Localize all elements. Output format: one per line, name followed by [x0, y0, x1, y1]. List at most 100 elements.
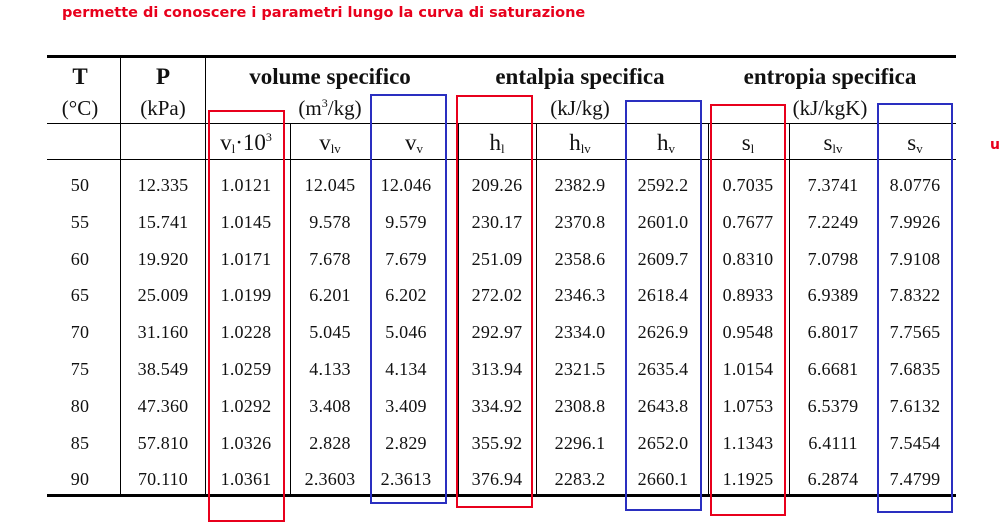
cell-hl: 376.94 — [471, 469, 523, 490]
cell-vlv: 3.408 — [309, 395, 351, 416]
cell-p: 19.920 — [137, 248, 189, 269]
cell-hl: 313.94 — [471, 359, 523, 379]
cell-vl: 1.0326 — [220, 432, 272, 453]
highlight-box-vv — [370, 94, 447, 504]
cell-sl: 0.7035 — [722, 175, 774, 195]
cell-hv: 2601.0 — [637, 211, 689, 232]
cell-sv: 7.8322 — [889, 285, 941, 306]
cell-hl: 292.97 — [471, 322, 523, 343]
symbol-rule — [47, 159, 956, 160]
symbol-sl: sl — [741, 130, 755, 156]
cell-hv: 2652.0 — [637, 432, 689, 453]
cell-sl: 1.0753 — [722, 395, 774, 416]
highlight-box-hl — [456, 95, 533, 508]
cell-sl: 1.1925 — [722, 469, 774, 490]
cell-vl: 1.0145 — [220, 211, 272, 232]
highlight-box-hv — [625, 100, 702, 511]
cell-hv: 2660.1 — [637, 469, 689, 490]
header-t: T — [72, 64, 88, 89]
cell-vv: 7.679 — [385, 248, 427, 269]
cell-t: 65 — [70, 285, 90, 306]
clipped-letter: u — [990, 137, 1000, 153]
cell-sv: 7.6132 — [889, 395, 941, 416]
cell-vl: 1.0292 — [220, 395, 272, 416]
unit-entropia: (kJ/kgK) — [792, 96, 868, 120]
header-entropia: entropia specifica — [743, 64, 917, 89]
cell-hlv: 2382.9 — [554, 175, 606, 195]
cell-hlv: 2283.2 — [554, 469, 606, 490]
symbol-slv: slv — [823, 130, 843, 156]
cell-hv: 2592.2 — [637, 175, 689, 195]
cell-sv: 7.9108 — [889, 248, 941, 269]
header-rule — [47, 123, 956, 124]
cell-vv: 6.202 — [385, 285, 427, 306]
cell-hlv: 2334.0 — [554, 322, 606, 343]
cell-sv: 7.6835 — [889, 359, 941, 379]
cell-sv: 7.7565 — [889, 322, 941, 343]
symbol-hv: hv — [657, 130, 675, 156]
cell-slv: 6.5379 — [807, 395, 859, 416]
col-sep-vl-vlv — [290, 124, 291, 494]
cell-vlv: 5.045 — [309, 322, 351, 343]
cell-hlv: 2370.8 — [554, 211, 606, 232]
cell-vv: 2.829 — [385, 432, 427, 453]
cell-sl: 0.9548 — [722, 322, 774, 343]
cell-p: 15.741 — [137, 211, 189, 232]
cell-p: 70.110 — [137, 469, 189, 490]
cell-t: 80 — [70, 395, 90, 416]
cell-vlv: 7.678 — [309, 248, 351, 269]
highlight-box-vl — [208, 110, 285, 522]
cell-hv: 2609.7 — [637, 248, 689, 269]
cell-slv: 7.3741 — [807, 175, 859, 195]
cell-vl: 1.0228 — [220, 322, 272, 343]
cell-hlv: 2321.5 — [554, 359, 606, 379]
cell-vl: 1.0361 — [220, 469, 272, 490]
cell-hv: 2618.4 — [637, 285, 689, 306]
highlight-box-sv — [877, 103, 953, 513]
col-sep-h-s — [708, 124, 709, 494]
cell-vv: 9.579 — [385, 211, 427, 232]
cell-hlv: 2358.6 — [554, 248, 606, 269]
cell-slv: 6.4111 — [808, 432, 858, 453]
cell-hlv: 2296.1 — [554, 432, 606, 453]
cell-sl: 1.0154 — [722, 359, 774, 379]
cell-p: 12.335 — [137, 175, 189, 195]
cell-hl: 272.02 — [471, 285, 523, 306]
table-top-rule — [47, 55, 956, 58]
cell-hv: 2643.8 — [637, 395, 689, 416]
cell-vv: 5.046 — [385, 322, 427, 343]
col-sep-hl-hlv — [536, 124, 537, 494]
cell-sv: 7.5454 — [889, 432, 941, 453]
cell-vlv: 2.828 — [309, 432, 351, 453]
cell-hl: 334.92 — [471, 395, 523, 416]
cell-sl: 0.7677 — [722, 211, 774, 232]
cell-vl: 1.0121 — [220, 175, 272, 195]
cell-vl: 1.0199 — [220, 285, 272, 306]
cell-slv: 6.8017 — [807, 322, 859, 343]
cell-sv: 8.0776 — [889, 175, 941, 195]
unit-p: (kPa) — [140, 96, 186, 120]
highlight-box-sl — [710, 104, 786, 516]
cell-sv: 7.4799 — [889, 469, 941, 490]
cell-hl: 209.26 — [471, 175, 523, 195]
symbol-vv: vv — [405, 130, 423, 156]
cell-p: 38.549 — [137, 359, 189, 379]
cell-slv: 6.6681 — [807, 359, 859, 379]
table-bottom-rule — [47, 494, 956, 497]
cell-sv: 7.9926 — [889, 211, 941, 232]
cell-p: 25.009 — [137, 285, 189, 306]
cell-t: 75 — [70, 359, 90, 379]
cell-t: 55 — [70, 211, 90, 232]
cell-hl: 230.17 — [471, 211, 523, 232]
cell-hlv: 2346.3 — [554, 285, 606, 306]
symbol-hlv: hlv — [569, 130, 591, 156]
col-sep-p-v — [205, 57, 206, 494]
cell-vlv: 6.201 — [309, 285, 351, 306]
unit-t: (°C) — [61, 96, 99, 120]
col-sep-t-p — [120, 57, 121, 494]
symbol-vlv: vlv — [319, 130, 341, 156]
cell-vlv: 12.045 — [304, 175, 356, 195]
cell-hv: 2626.9 — [637, 322, 689, 343]
cell-hl: 355.92 — [471, 432, 523, 453]
caption-text: permette di conoscere i parametri lungo … — [62, 5, 586, 21]
